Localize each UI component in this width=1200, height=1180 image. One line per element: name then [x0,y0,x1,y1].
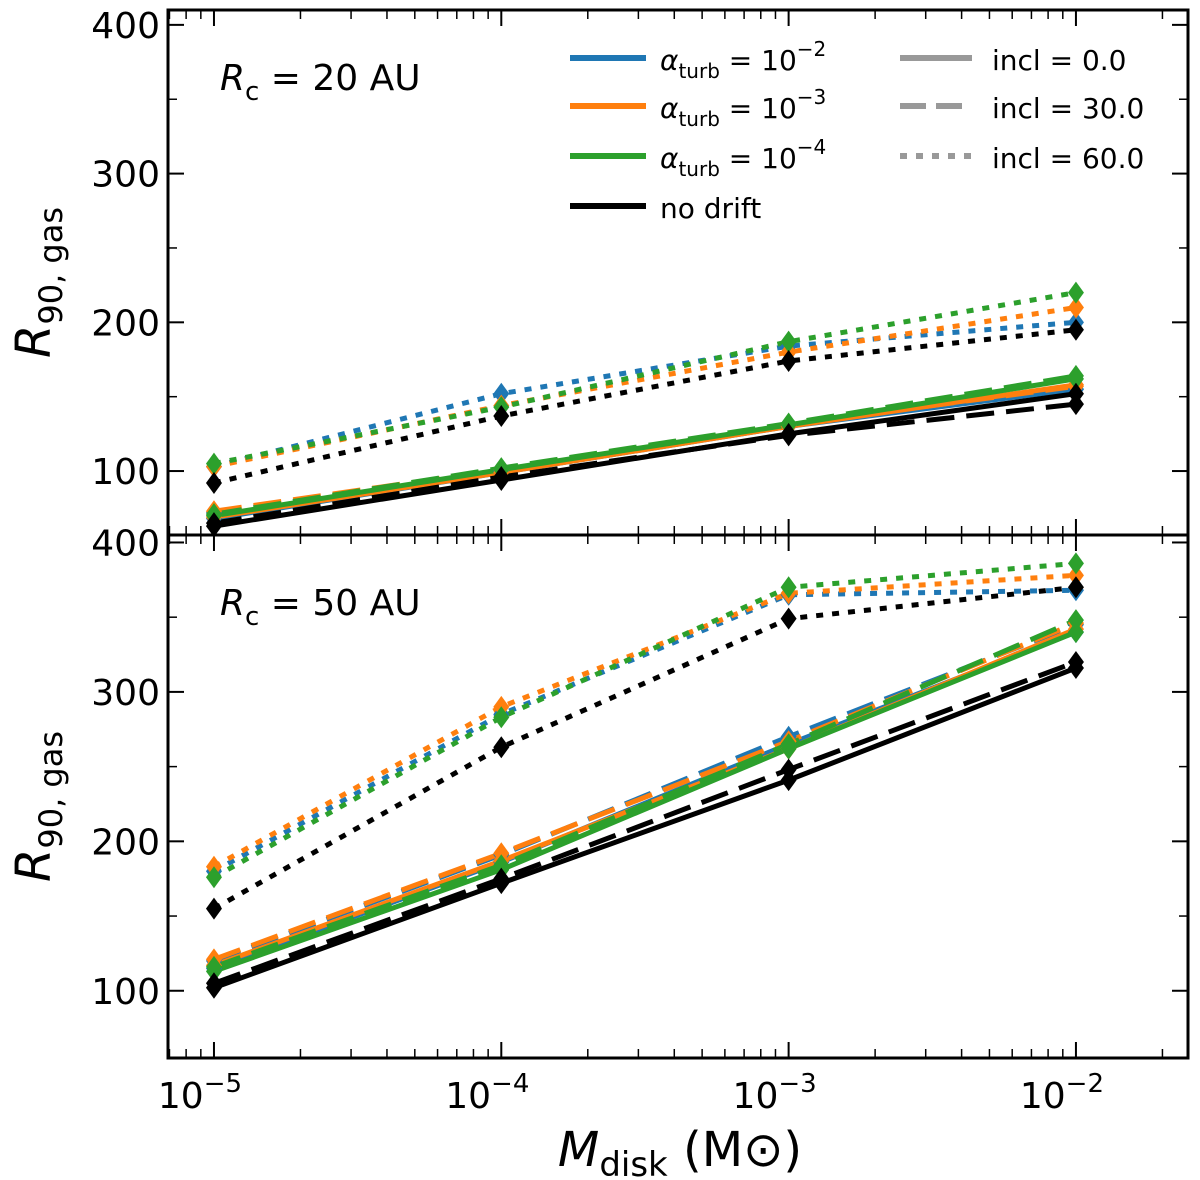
legend-label-incl-dotted: incl = 60.0 [992,142,1144,175]
series-line-a2-incl-60_0 [213,319,1077,470]
data-point [493,854,510,877]
x-tick-label: 10−2 [1020,1069,1104,1117]
series-line-nodrift-incl-30_0 [213,401,1077,526]
panel-1: 100 200 300 400 Rc = 20 AU R90, gas [6,6,1190,538]
series-line-nodrift-incl-30_0 [213,659,1077,986]
data-point [1067,318,1084,341]
data-point [493,382,510,405]
y-axis-label: R90, gas [6,207,70,358]
data-point [1067,393,1084,416]
data-point [1067,576,1084,599]
legend-label-a3: αturb = 10−3 [660,85,826,131]
panel-label: Rc = 20 AU [220,58,421,107]
data-point [1067,621,1084,644]
data-point [1067,281,1084,304]
panel-2: 100 200 300 400 Rc = 50 AU R90, gas [6,523,1190,1060]
series-line-a3-incl-30_0 [213,620,1077,962]
y-tick-label: 400 [91,6,160,47]
data-point [205,955,222,978]
x-tick-label: 10−5 [158,1069,242,1117]
series-line-nodrift-incl-60_0 [213,327,1077,486]
y-tick-label: 300 [91,673,160,714]
data-point [1067,552,1084,575]
legend-label-nodrift: no drift [660,192,761,225]
series-line-a3-incl-60_0 [212,572,1077,869]
y-tick-label: 200 [91,303,160,344]
data-point [1067,296,1084,319]
data-point [205,897,222,920]
data-point [493,405,510,428]
series-line-nodrift-incl-60_0 [212,584,1077,911]
series-line-nodrift-incl-0_0 [213,665,1077,991]
series-line-a4-incl-60_0 [212,560,1077,880]
y-tick-label: 100 [91,452,160,493]
data-point [780,349,797,372]
series-line-a4-incl-30_0 [213,617,1077,970]
legend-label-a2: αturb = 10−2 [660,37,826,83]
x-axis: 10−5 10−4 10−3 10−2 Mdisk (M⊙) [158,1069,1104,1180]
data-point [780,607,797,630]
legend-label-a4: αturb = 10−4 [660,135,826,181]
x-tick-label: 10−4 [445,1069,529,1117]
data-point [780,330,797,353]
data-point [493,706,510,729]
y-tick-label: 300 [91,155,160,196]
y-tick-label: 400 [91,523,160,564]
data-point [205,471,222,494]
data-point [205,972,222,995]
series-line-a4-incl-60_0 [213,290,1077,467]
data-point [1067,651,1084,674]
data-point [205,512,222,535]
axes-frame [166,533,1190,1060]
data-point [1067,609,1084,632]
data-point [780,576,797,599]
data-point [780,758,797,781]
data-point [493,842,510,865]
data-point [493,867,510,890]
data-point [780,733,797,756]
panel-label: Rc = 50 AU [220,583,421,632]
legend-label-incl-dashed: incl = 30.0 [992,92,1144,125]
data-point [493,465,510,488]
data-point [1067,364,1084,387]
series-line-a4-incl-0_0 [213,629,1077,974]
y-tick-label: 200 [91,822,160,863]
data-point [780,424,797,447]
data-point [205,452,222,475]
data-point [493,736,510,759]
x-axis-label: Mdisk (M⊙) [558,1122,802,1180]
series-line-nodrift-incl-0_0 [213,391,1077,529]
y-tick-label: 100 [91,972,160,1013]
legend-label-incl-solid: incl = 0.0 [992,44,1127,77]
series-line-a4-incl-30_0 [213,373,1077,517]
x-tick-label: 10−3 [733,1069,817,1117]
y-axis-label: R90, gas [6,731,70,882]
series-line-a3-incl-60_0 [213,305,1077,470]
data-point [1067,564,1084,587]
data-point [205,866,222,889]
